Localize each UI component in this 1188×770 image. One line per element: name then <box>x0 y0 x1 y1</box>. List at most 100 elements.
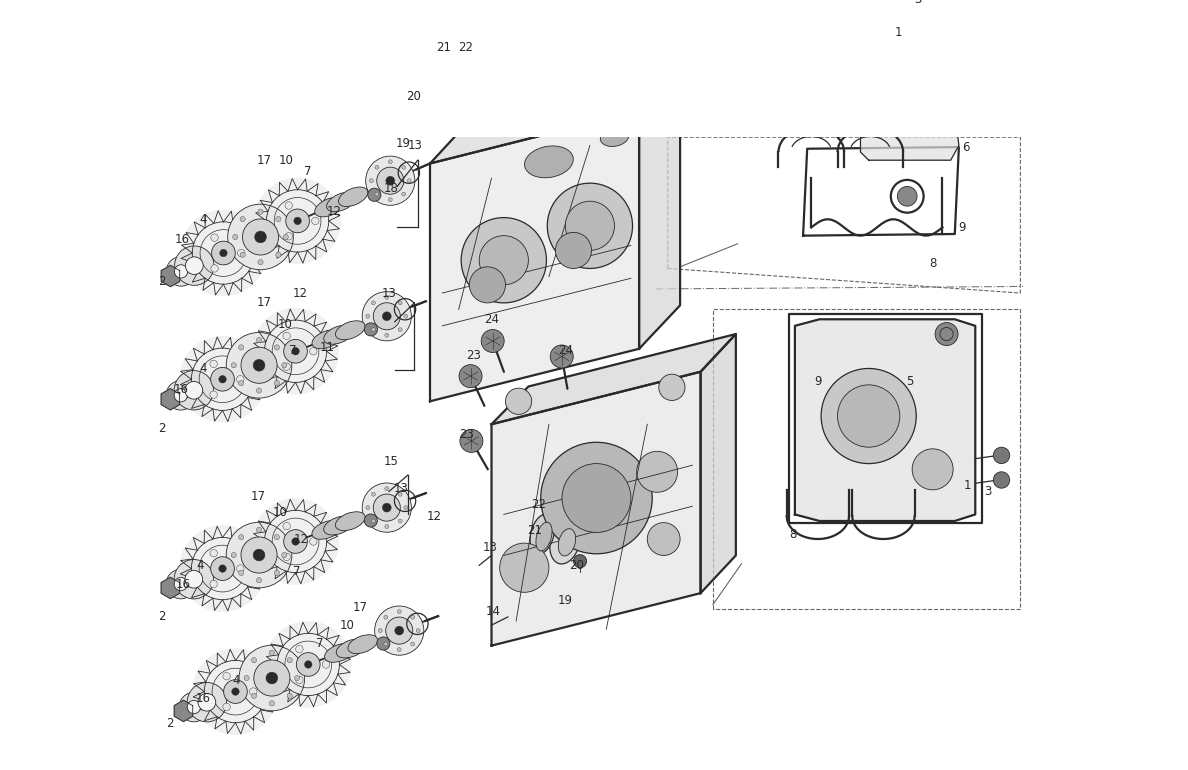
Circle shape <box>257 527 261 532</box>
Text: 9: 9 <box>959 221 966 234</box>
Circle shape <box>500 543 549 592</box>
Circle shape <box>383 503 391 512</box>
Circle shape <box>166 256 196 286</box>
Circle shape <box>398 301 403 305</box>
Circle shape <box>270 701 274 706</box>
Text: 20: 20 <box>569 559 584 572</box>
Circle shape <box>210 581 217 588</box>
Text: 19: 19 <box>396 137 410 150</box>
Circle shape <box>242 219 278 255</box>
Ellipse shape <box>323 516 354 535</box>
Circle shape <box>274 571 279 575</box>
Text: 6: 6 <box>962 141 969 153</box>
Circle shape <box>257 388 261 393</box>
Circle shape <box>257 337 261 343</box>
Circle shape <box>821 369 916 464</box>
Ellipse shape <box>323 325 353 344</box>
Circle shape <box>232 552 236 557</box>
Circle shape <box>647 523 680 555</box>
Text: 10: 10 <box>279 154 293 167</box>
Circle shape <box>283 553 290 561</box>
Polygon shape <box>253 499 339 584</box>
Circle shape <box>236 565 244 572</box>
Circle shape <box>283 522 290 530</box>
Circle shape <box>384 615 387 619</box>
Text: 8: 8 <box>929 257 936 270</box>
Text: 7: 7 <box>292 565 301 578</box>
Circle shape <box>479 236 529 285</box>
Circle shape <box>175 389 188 402</box>
Ellipse shape <box>315 197 345 217</box>
Text: 16: 16 <box>195 692 210 705</box>
Circle shape <box>372 519 375 523</box>
Circle shape <box>461 218 546 303</box>
Circle shape <box>274 534 279 540</box>
Circle shape <box>411 642 415 646</box>
Circle shape <box>296 645 303 653</box>
Circle shape <box>385 487 388 490</box>
Circle shape <box>274 380 279 386</box>
Ellipse shape <box>348 634 378 654</box>
Circle shape <box>179 692 209 721</box>
Circle shape <box>175 265 188 278</box>
Text: 13: 13 <box>407 139 423 152</box>
Circle shape <box>223 703 230 711</box>
Text: 2: 2 <box>158 611 165 624</box>
Circle shape <box>239 645 304 711</box>
Circle shape <box>284 530 308 554</box>
Circle shape <box>398 328 403 332</box>
Circle shape <box>166 380 196 410</box>
Ellipse shape <box>324 644 354 662</box>
Circle shape <box>175 246 214 286</box>
Text: 1: 1 <box>895 26 902 38</box>
Circle shape <box>252 693 257 698</box>
Circle shape <box>233 234 238 239</box>
Text: 21: 21 <box>526 524 542 537</box>
Circle shape <box>385 296 388 300</box>
Ellipse shape <box>437 60 454 88</box>
Circle shape <box>287 693 292 698</box>
Circle shape <box>459 365 482 387</box>
Circle shape <box>228 204 293 270</box>
Circle shape <box>385 524 388 528</box>
Circle shape <box>369 179 373 182</box>
Text: 4: 4 <box>200 362 207 375</box>
Circle shape <box>274 345 279 350</box>
Text: 2: 2 <box>158 422 165 435</box>
Circle shape <box>388 198 392 202</box>
Text: 1: 1 <box>963 479 971 492</box>
Circle shape <box>239 345 244 350</box>
Text: 17: 17 <box>257 296 272 310</box>
Circle shape <box>219 565 226 572</box>
Text: 9: 9 <box>814 375 822 388</box>
Text: 12: 12 <box>293 533 309 545</box>
Circle shape <box>402 192 405 196</box>
Polygon shape <box>795 320 975 521</box>
Circle shape <box>241 347 277 383</box>
Text: 13: 13 <box>482 541 498 554</box>
Circle shape <box>311 217 320 225</box>
Ellipse shape <box>463 55 480 85</box>
Circle shape <box>362 483 411 532</box>
Polygon shape <box>162 266 179 286</box>
Circle shape <box>838 385 899 447</box>
Circle shape <box>219 376 226 383</box>
Text: 18: 18 <box>384 182 399 195</box>
Circle shape <box>562 464 631 533</box>
Polygon shape <box>179 526 265 611</box>
Circle shape <box>239 380 244 386</box>
Circle shape <box>211 241 235 265</box>
Circle shape <box>226 522 292 588</box>
Circle shape <box>383 312 391 320</box>
Circle shape <box>377 637 390 650</box>
Circle shape <box>285 233 292 240</box>
Circle shape <box>659 374 685 400</box>
Circle shape <box>283 332 290 340</box>
Ellipse shape <box>327 192 356 212</box>
Circle shape <box>416 628 421 633</box>
Circle shape <box>897 186 917 206</box>
Circle shape <box>226 333 292 398</box>
Circle shape <box>210 391 217 398</box>
Circle shape <box>240 216 245 222</box>
Circle shape <box>574 554 587 567</box>
